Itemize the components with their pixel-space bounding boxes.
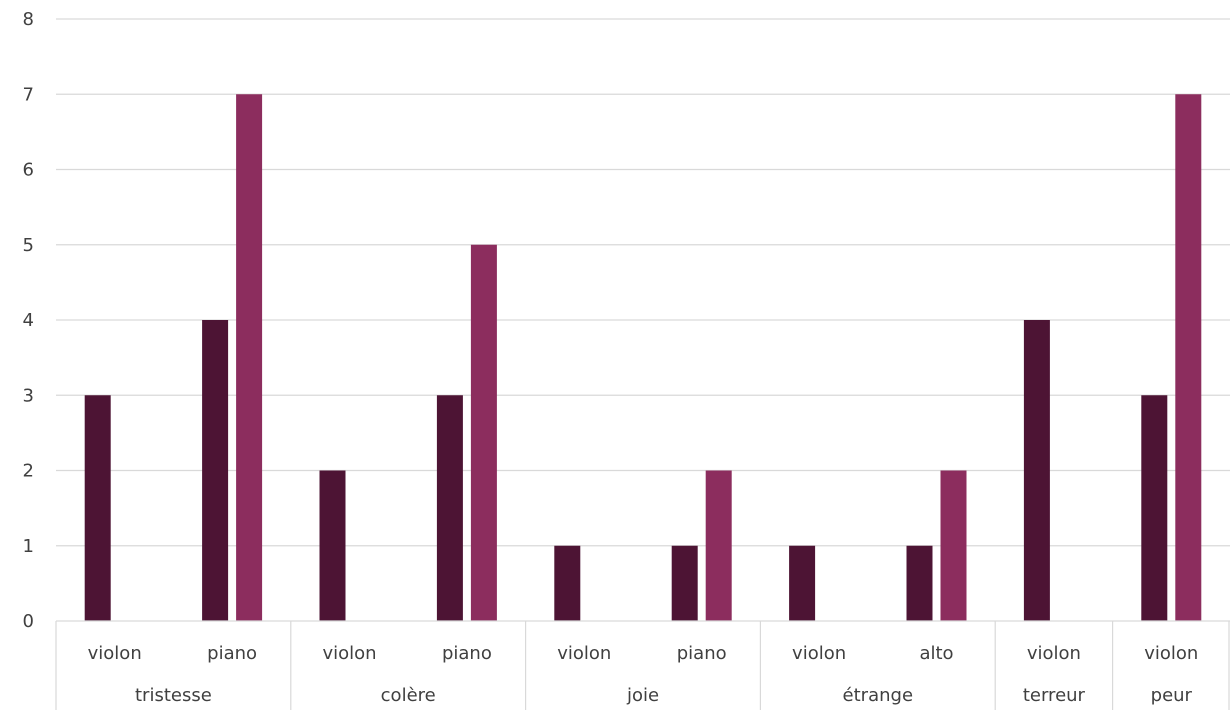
group-label: terreur <box>1023 685 1086 706</box>
bar <box>671 545 698 621</box>
bar <box>470 244 497 621</box>
x-axis: violon piano violon piano violon piano violon a… <box>55 620 1230 710</box>
y-tick-label: 5 <box>23 235 34 256</box>
x-tick-label: violon <box>557 643 611 664</box>
y-tick-label: 8 <box>23 9 34 30</box>
x-tick-label: violon <box>1027 643 1081 664</box>
x-tick-label: alto <box>919 643 953 664</box>
group-label: peur <box>1151 685 1193 706</box>
bar <box>84 395 111 621</box>
bar <box>319 470 346 621</box>
bar <box>436 395 463 621</box>
x-tick-label: violon <box>1144 643 1198 664</box>
x-tick-label: violon <box>322 643 376 664</box>
x-tick-label: violon <box>88 643 142 664</box>
bar <box>789 545 816 621</box>
bars <box>84 94 1202 621</box>
group-label: colère <box>381 685 436 706</box>
gridlines <box>56 18 1230 547</box>
group-label: étrange <box>843 685 913 706</box>
y-tick-label: 0 <box>23 611 34 632</box>
bar <box>202 320 229 621</box>
group-label: joie <box>626 685 659 706</box>
group-label: tristesse <box>135 685 212 706</box>
bar <box>906 545 933 621</box>
y-tick-label: 6 <box>23 160 34 181</box>
bar <box>1175 94 1202 621</box>
bar <box>705 470 732 621</box>
bar <box>236 94 263 621</box>
bar <box>1141 395 1168 621</box>
x-tick-label: violon <box>792 643 846 664</box>
y-tick-label: 2 <box>23 461 34 482</box>
bar <box>554 545 581 621</box>
bar <box>940 470 967 621</box>
bar <box>1023 320 1050 621</box>
y-tick-label: 7 <box>23 84 34 105</box>
y-tick-label: 1 <box>23 536 34 557</box>
y-tick-label: 4 <box>23 310 34 331</box>
y-axis-ticks: 0 1 2 3 4 5 6 7 8 <box>23 9 34 632</box>
y-tick-label: 3 <box>23 385 34 406</box>
x-tick-label: piano <box>207 643 257 664</box>
x-tick-label: piano <box>442 643 492 664</box>
x-tick-label: piano <box>677 643 727 664</box>
